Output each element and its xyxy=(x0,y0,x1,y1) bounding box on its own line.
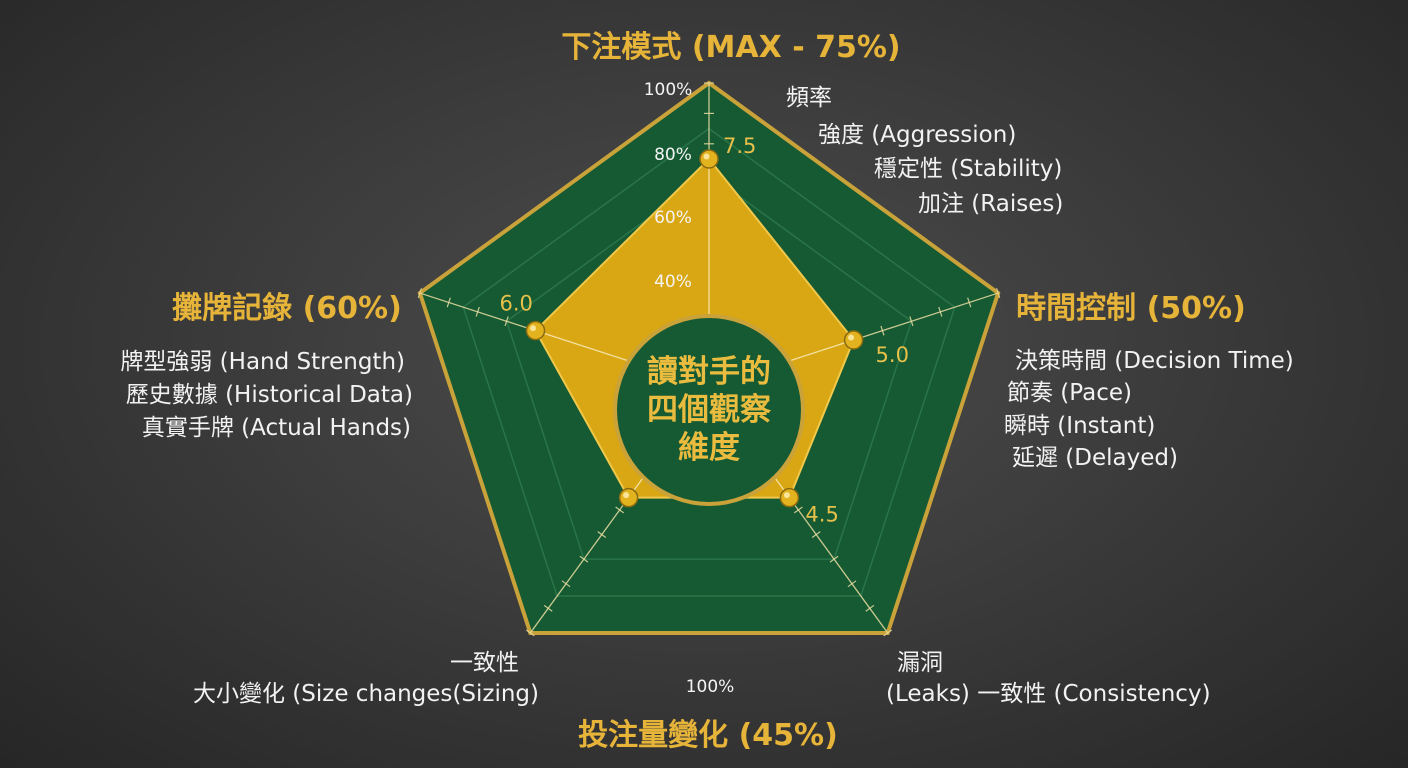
ring-label-40: 40% xyxy=(654,272,692,292)
tick-4-8 xyxy=(475,306,480,317)
data-point-2 xyxy=(779,487,800,508)
value-label-showdown: 6.0 xyxy=(500,292,533,316)
detail-delayed: 延遲 (Delayed) xyxy=(1012,445,1178,471)
tick-2-10 xyxy=(883,629,893,637)
data-point-3 xyxy=(618,487,639,508)
data-point-highlight-2 xyxy=(783,492,790,499)
tick-4-7 xyxy=(504,316,509,327)
tick-3-8 xyxy=(561,580,571,588)
ring-label-60: 60% xyxy=(654,208,692,228)
tick-2-9 xyxy=(865,604,875,612)
grid-ring-1 xyxy=(462,127,956,597)
detail-historical-data: 歷史數據 (Historical Data) xyxy=(126,382,413,408)
data-point-highlight-4 xyxy=(530,325,537,332)
center-line-1: 讀對手的 xyxy=(647,354,771,390)
tick-4-9 xyxy=(446,297,451,308)
tick-3-7 xyxy=(579,555,589,563)
tick-3-5 xyxy=(615,506,625,514)
detail-consistency: 一致性 xyxy=(450,650,519,676)
data-point-highlight-0 xyxy=(703,153,710,160)
detail-stability: 穩定性 (Stability) xyxy=(874,156,1062,182)
axis-title-bet-sizing: 投注量變化 (45%) xyxy=(578,718,838,753)
detail-hand-strength: 牌型強弱 (Hand Strength) xyxy=(120,349,405,375)
detail-aggression: 強度 (Aggression) xyxy=(818,122,1016,148)
detail-leaks: 漏洞 xyxy=(897,650,943,676)
value-label-time-control: 5.0 xyxy=(876,343,909,367)
data-point-4 xyxy=(525,320,546,341)
detail-size-changes: 大小變化 (Size changes(Sizing) xyxy=(193,681,539,707)
data-point-0 xyxy=(699,149,719,169)
bottom-ring-label: 100% xyxy=(686,677,735,697)
tick-4-10 xyxy=(417,288,422,298)
axis-title-betting-pattern: 下注模式 (MAX - 75%) xyxy=(561,30,900,65)
center-circle: 讀對手的 四個觀察 維度 xyxy=(613,314,805,506)
detail-leaks-consistency: (Leaks) 一致性 (Consistency) xyxy=(886,681,1211,707)
tick-1-7 xyxy=(909,316,914,327)
tick-1-8 xyxy=(938,306,943,317)
tick-1-6 xyxy=(880,325,885,336)
axis-title-showdown: 攤牌記錄 (60%) xyxy=(172,291,402,326)
tick-2-5 xyxy=(793,506,803,514)
tick-3-9 xyxy=(543,604,553,612)
ring-label-80: 80% xyxy=(654,145,692,165)
axis-title-time-control: 時間控制 (50%) xyxy=(1016,291,1246,326)
value-label-leaks: 4.5 xyxy=(805,503,838,527)
value-label-betting-pattern: 7.5 xyxy=(723,134,756,158)
tick-3-10 xyxy=(525,629,535,637)
tick-1-10 xyxy=(996,288,1001,298)
ring-label-100: 100% xyxy=(644,80,693,100)
tick-2-8 xyxy=(847,580,857,588)
tick-2-6 xyxy=(811,531,821,538)
data-point-highlight-3 xyxy=(623,492,630,499)
detail-actual-hands: 真實手牌 (Actual Hands) xyxy=(142,415,411,441)
center-line-3: 維度 xyxy=(678,430,740,466)
detail-frequency: 頻率 xyxy=(786,85,832,111)
data-point-1 xyxy=(843,330,864,350)
tick-1-9 xyxy=(967,297,972,308)
data-point-highlight-1 xyxy=(848,334,855,341)
center-line-2: 四個觀察 xyxy=(647,392,772,428)
detail-decision-time: 決策時間 (Decision Time) xyxy=(1015,348,1294,374)
detail-pace: 節奏 (Pace) xyxy=(1007,380,1132,406)
center-badge xyxy=(613,314,805,506)
detail-raises: 加注 (Raises) xyxy=(918,191,1063,217)
grid-ring-2 xyxy=(505,173,913,560)
tick-3-6 xyxy=(597,531,607,538)
tick-2-7 xyxy=(829,555,839,563)
detail-instant: 瞬時 (Instant) xyxy=(1004,413,1155,439)
